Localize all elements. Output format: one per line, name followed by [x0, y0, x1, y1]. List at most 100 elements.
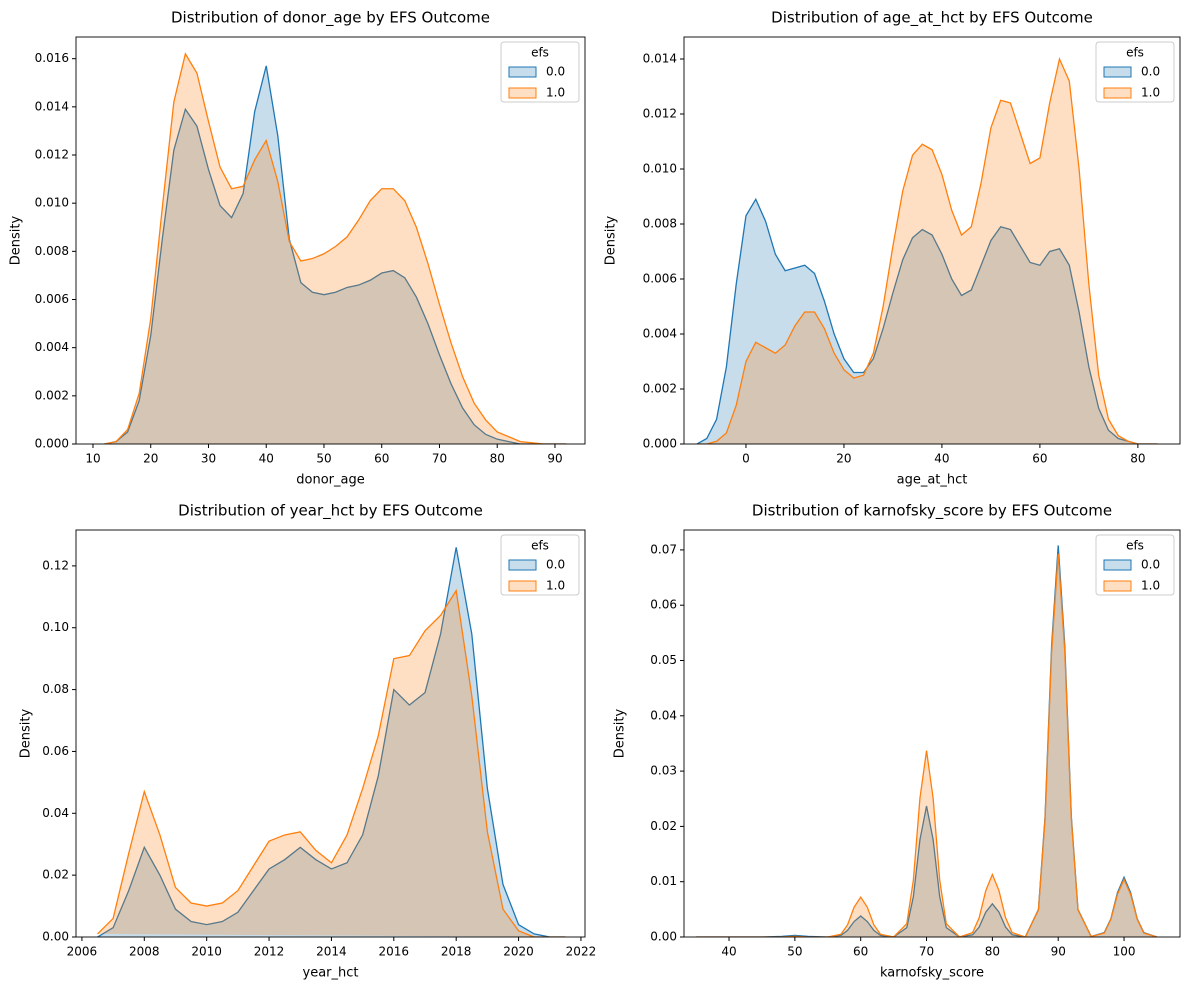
legend-box: [500, 534, 580, 596]
x-tick-label: 90: [1051, 945, 1066, 959]
density-area: [104, 65, 567, 444]
density-area: [97, 547, 566, 937]
legend-box: [1095, 41, 1175, 103]
density-area: [104, 53, 567, 444]
density-line: [696, 56, 1158, 444]
density-area: [696, 545, 1157, 937]
x-tick-label: 40: [721, 945, 736, 959]
density-line: [696, 197, 1158, 444]
x-tick-label: 0: [742, 452, 750, 466]
axes-frame: [683, 36, 1181, 445]
legend-swatch: [508, 66, 537, 78]
y-tick-label: 0.002: [35, 388, 69, 402]
x-tick-label: 10: [85, 452, 100, 466]
density-area: [97, 590, 566, 937]
x-tick-label: 2014: [316, 945, 347, 959]
panel: Distribution of donor_age by EFS Outcome…: [9, 9, 586, 488]
legend-swatch: [1103, 66, 1132, 78]
y-tick-label: 0.07: [650, 542, 677, 556]
axes-frame: [683, 529, 1181, 938]
legend-title: efs: [1126, 539, 1144, 553]
y-tick-label: 0.02: [650, 819, 677, 833]
x-tick-label: 100: [1113, 945, 1136, 959]
y-axis-label: Density: [613, 708, 628, 758]
panel: Distribution of year_hct by EFS Outcome y…: [19, 502, 597, 981]
y-tick-label: 0.014: [643, 52, 677, 66]
x-tick-label: 80: [490, 452, 505, 466]
y-tick-label: 0.01: [650, 874, 677, 888]
density-line: [97, 588, 566, 937]
legend-box: [500, 41, 580, 103]
x-tick-label: 2020: [503, 945, 534, 959]
x-tick-label: 2012: [254, 945, 285, 959]
axes-frame: [75, 36, 586, 445]
legend-label: 1.0: [1141, 579, 1160, 593]
x-tick-label: 60: [853, 945, 868, 959]
y-tick-label: 0.006: [35, 292, 69, 306]
legend-swatch: [1103, 87, 1132, 99]
x-axis-label: donor_age: [296, 473, 364, 488]
x-tick-label: 80: [1130, 452, 1145, 466]
legend-label: 0.0: [546, 558, 565, 572]
x-tick-label: 50: [787, 945, 802, 959]
x-tick-label: 50: [316, 452, 331, 466]
panel-title: Distribution of year_hct by EFS Outcome: [178, 502, 483, 521]
x-axis-label: age_at_hct: [897, 473, 968, 488]
x-tick-label: 40: [259, 452, 274, 466]
y-tick-label: 0.00: [42, 930, 69, 944]
x-tick-label: 40: [934, 452, 949, 466]
density-line: [104, 65, 567, 444]
density-line: [696, 553, 1158, 937]
x-tick-label: 2018: [441, 945, 472, 959]
legend-label: 1.0: [546, 579, 565, 593]
y-tick-label: 0.010: [643, 162, 677, 176]
y-tick-label: 0.016: [35, 51, 69, 65]
y-tick-label: 0.004: [35, 340, 69, 354]
density-line: [97, 547, 566, 937]
legend-swatch: [1103, 559, 1132, 571]
x-axis-label: karnofsky_score: [880, 966, 984, 981]
panel: Distribution of karnofsky_score by EFS O…: [613, 502, 1181, 981]
y-tick-label: 0.06: [650, 598, 677, 612]
legend-swatch: [508, 87, 537, 99]
legend-title: efs: [1126, 46, 1144, 60]
y-tick-label: 0.04: [650, 708, 677, 722]
x-tick-label: 2010: [191, 945, 222, 959]
y-axis-label: Density: [19, 708, 34, 758]
y-tick-label: 0.12: [42, 558, 69, 572]
y-tick-label: 0.012: [643, 107, 677, 121]
y-tick-label: 0.04: [42, 806, 69, 820]
y-tick-label: 0.014: [35, 99, 69, 113]
legend-swatch: [508, 580, 537, 592]
y-axis-label: Density: [9, 215, 24, 265]
legend-swatch: [1103, 580, 1132, 592]
x-tick-label: 20: [836, 452, 851, 466]
x-tick-label: 80: [985, 945, 1000, 959]
y-tick-label: 0.008: [35, 244, 69, 258]
y-tick-label: 0.03: [650, 764, 677, 778]
y-tick-label: 0.10: [42, 620, 69, 634]
x-tick-label: 90: [547, 452, 562, 466]
x-axis-label: year_hct: [303, 966, 359, 981]
x-tick-label: 60: [1032, 452, 1047, 466]
x-tick-label: 2022: [566, 945, 597, 959]
legend-label: 0.0: [1141, 558, 1160, 572]
y-tick-label: 0.000: [35, 437, 69, 451]
y-tick-label: 0.008: [643, 217, 677, 231]
panel-title: Distribution of age_at_hct by EFS Outcom…: [771, 9, 1093, 28]
legend-label: 0.0: [546, 65, 565, 79]
y-tick-label: 0.004: [643, 327, 677, 341]
axes-frame: [75, 529, 586, 938]
y-axis-label: Density: [604, 215, 619, 265]
legend-swatch: [508, 559, 537, 571]
density-area: [696, 199, 1158, 444]
y-tick-label: 0.006: [643, 272, 677, 286]
panel: Distribution of age_at_hct by EFS Outcom…: [604, 9, 1181, 488]
y-tick-label: 0.002: [643, 382, 677, 396]
density-line: [104, 52, 567, 444]
y-tick-label: 0.05: [650, 653, 677, 667]
x-tick-label: 2008: [129, 945, 160, 959]
legend-label: 0.0: [1141, 65, 1160, 79]
y-tick-label: 0.010: [35, 196, 69, 210]
